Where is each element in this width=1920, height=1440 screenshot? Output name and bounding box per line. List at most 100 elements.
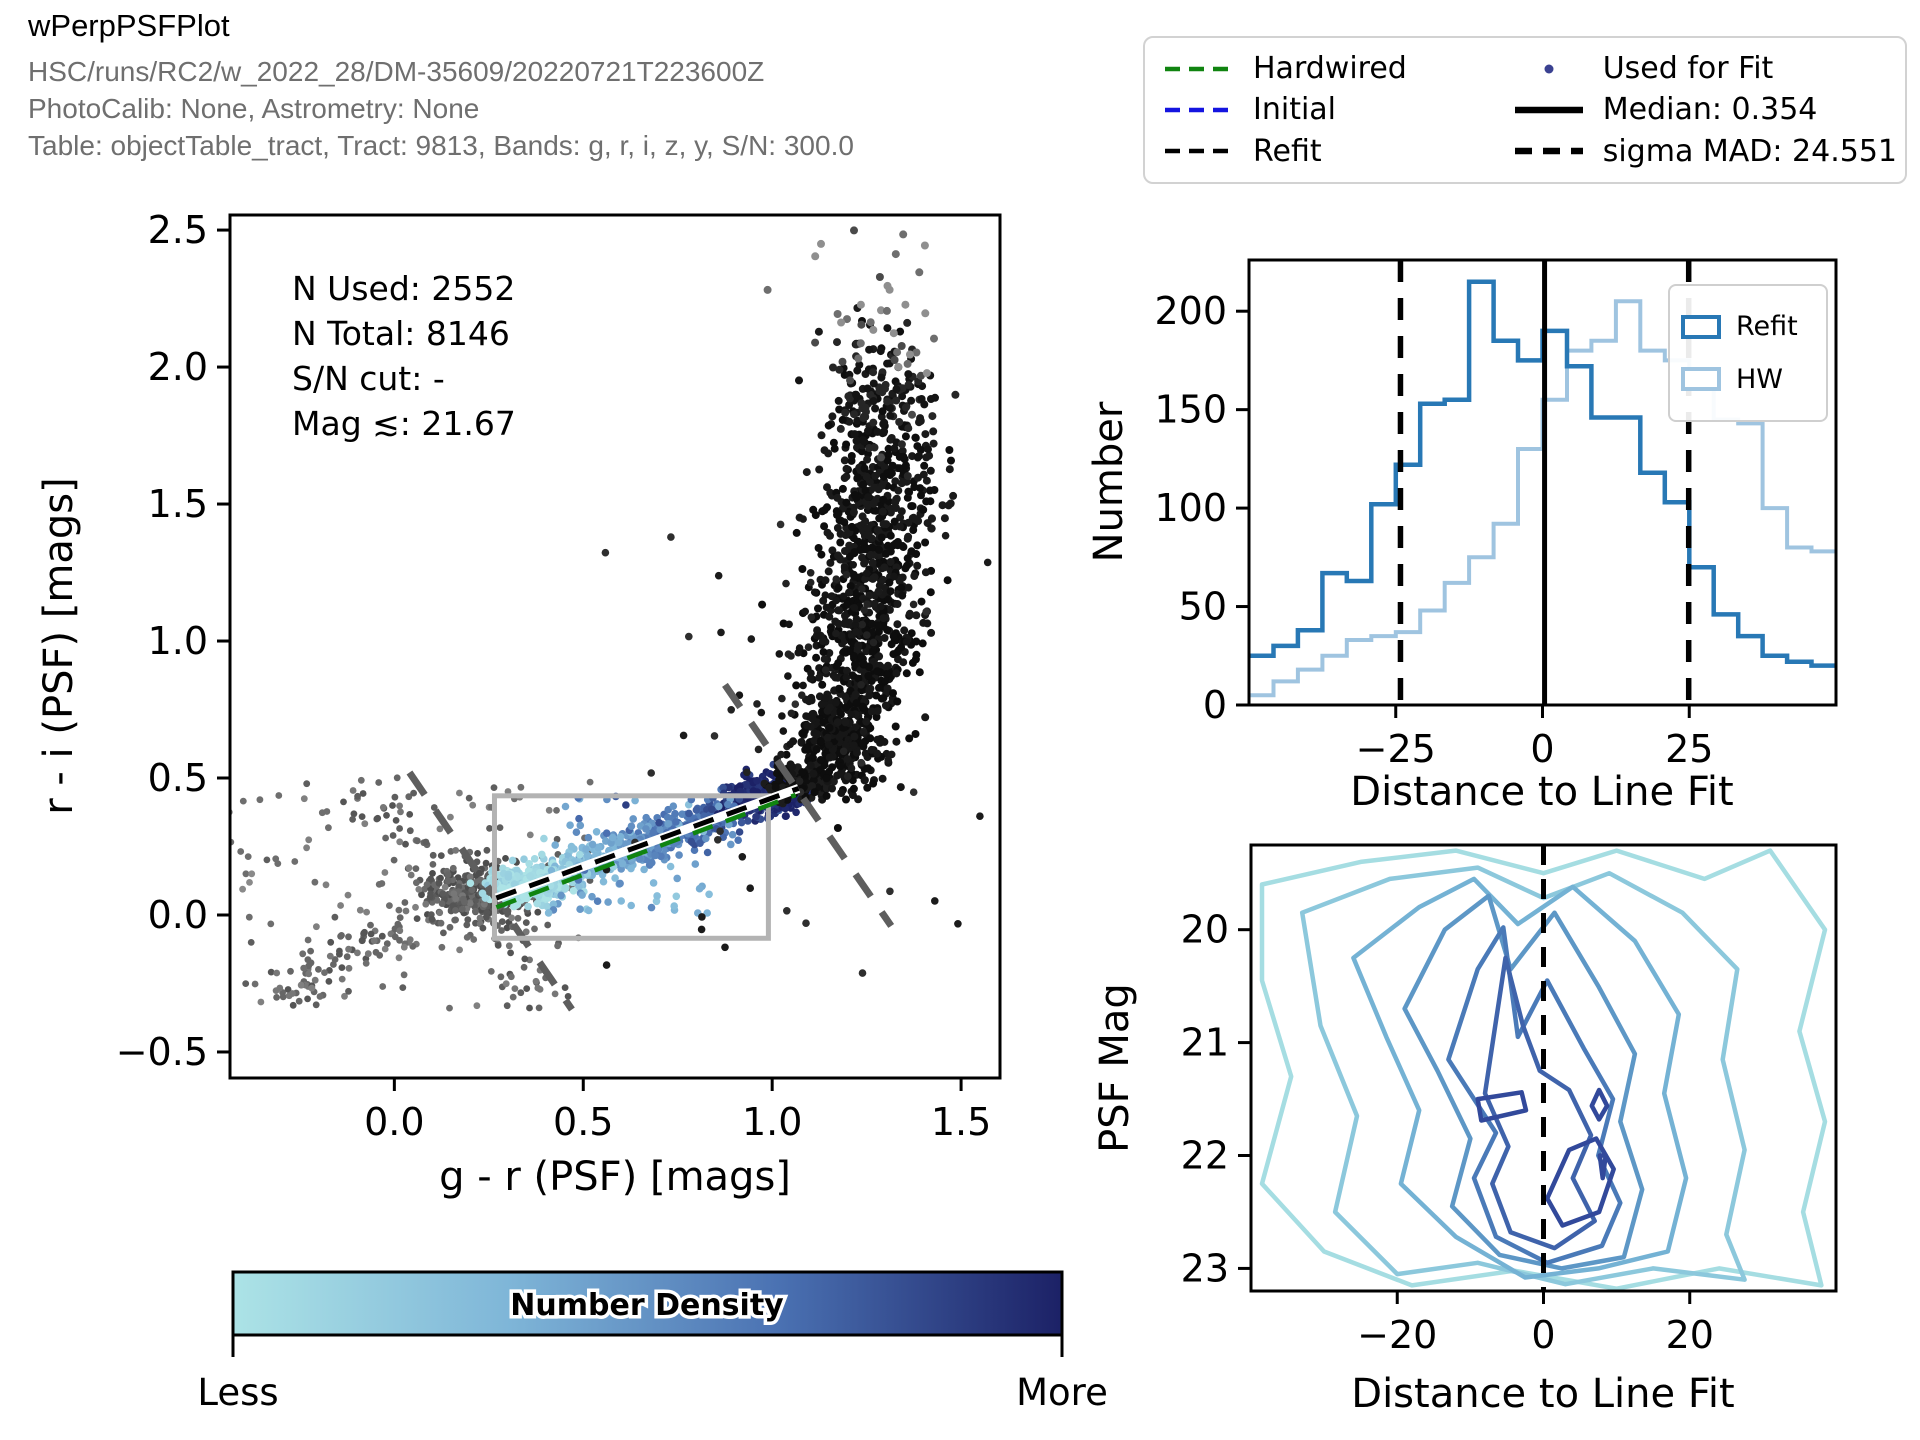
scatter-point bbox=[444, 877, 452, 885]
scatter-point bbox=[576, 821, 585, 830]
scatter-point bbox=[891, 498, 900, 507]
scatter-point bbox=[886, 558, 895, 566]
scatter-point bbox=[584, 906, 593, 915]
scatter-point bbox=[836, 762, 845, 771]
scatter-point bbox=[483, 846, 491, 854]
scatter-point bbox=[890, 356, 899, 364]
header-table-line: Table: objectTable_tract, Tract: 9813, B… bbox=[28, 130, 854, 161]
y-tick-label: 0.0 bbox=[148, 893, 208, 937]
scatter-point bbox=[860, 776, 869, 785]
scatter-point bbox=[911, 730, 920, 738]
scatter-point bbox=[802, 712, 810, 720]
scatter-point bbox=[897, 583, 906, 592]
scatter-point bbox=[510, 880, 519, 888]
scatter-point bbox=[622, 801, 630, 809]
scatter-point bbox=[702, 834, 710, 843]
legend-label: Refit bbox=[1253, 133, 1322, 169]
scatter-point bbox=[852, 436, 861, 445]
scatter-point bbox=[846, 376, 855, 385]
scatter-point bbox=[553, 807, 560, 814]
scatter-point bbox=[395, 906, 403, 914]
scatter-point bbox=[834, 551, 842, 560]
scatter-point bbox=[835, 405, 844, 414]
scatter-point bbox=[795, 376, 803, 385]
scatter-point bbox=[367, 930, 375, 938]
scatter-point bbox=[608, 833, 617, 842]
legend-sample-dashed-icon bbox=[1165, 149, 1233, 154]
scatter-point bbox=[833, 493, 842, 502]
scatter-point bbox=[850, 226, 858, 235]
scatter-point bbox=[903, 359, 912, 368]
scatter-point bbox=[724, 800, 732, 809]
scatter-point bbox=[886, 887, 894, 896]
refit-line bbox=[495, 786, 800, 901]
scatter-point bbox=[576, 905, 584, 913]
scatter-point bbox=[835, 365, 844, 374]
scatter-point bbox=[850, 430, 859, 439]
scatter-point bbox=[854, 795, 863, 804]
scatter-point bbox=[406, 811, 414, 818]
scatter-point bbox=[842, 498, 851, 507]
scatter-point bbox=[406, 827, 414, 835]
scatter-point bbox=[916, 446, 925, 454]
scatter-point bbox=[446, 923, 454, 931]
scatter-point bbox=[899, 230, 908, 239]
scatter-point bbox=[490, 784, 498, 791]
scatter-point bbox=[802, 468, 811, 477]
scatter-point bbox=[814, 632, 823, 640]
scatter-point bbox=[437, 852, 445, 859]
scatter-point bbox=[825, 612, 834, 621]
scatter-point bbox=[345, 945, 352, 953]
scatter-point bbox=[874, 559, 883, 568]
scatter-point bbox=[520, 963, 528, 971]
scatter-point bbox=[737, 818, 746, 827]
scatter-point bbox=[316, 993, 324, 1000]
scatter-point bbox=[856, 300, 865, 309]
scatter-point bbox=[776, 520, 785, 529]
scatter-point bbox=[551, 990, 559, 998]
contour-level-6 bbox=[1597, 1153, 1608, 1181]
scatter-point bbox=[743, 781, 751, 789]
scatter-point bbox=[875, 545, 883, 554]
scatter-point bbox=[843, 755, 852, 764]
stats-annotation: N Used: 2552 N Total: 8146 S/N cut: - Mag ≲… bbox=[292, 269, 516, 443]
scatter-point bbox=[863, 455, 872, 464]
scatter-point bbox=[531, 925, 538, 933]
scatter-point bbox=[868, 619, 876, 628]
scatter-point bbox=[894, 362, 903, 371]
y-tick-label: 21 bbox=[1181, 1021, 1229, 1065]
scatter-point bbox=[337, 902, 344, 909]
scatter-point bbox=[239, 885, 247, 893]
scatter-point bbox=[886, 411, 895, 420]
scatter-point bbox=[429, 861, 437, 868]
scatter-point bbox=[915, 452, 923, 461]
scatter-point bbox=[819, 718, 828, 727]
scatter-point bbox=[854, 674, 863, 683]
scatter-point bbox=[534, 984, 542, 992]
scatter-point bbox=[821, 576, 830, 585]
scatter-point bbox=[829, 438, 838, 447]
scatter-point bbox=[869, 779, 878, 788]
scatter-point bbox=[389, 832, 397, 839]
scatter-point bbox=[913, 541, 922, 550]
scatter-point bbox=[714, 836, 722, 844]
scatter-point bbox=[841, 703, 850, 712]
scatter-point bbox=[856, 339, 865, 348]
scatter-point bbox=[875, 683, 883, 692]
scatter-point bbox=[801, 607, 809, 616]
scatter-point bbox=[304, 936, 312, 944]
stat-line: N Total: 8146 bbox=[292, 314, 510, 353]
scatter-point bbox=[672, 892, 681, 901]
scatter-point bbox=[256, 796, 264, 804]
scatter-point bbox=[412, 903, 419, 911]
scatter-point bbox=[616, 832, 625, 841]
scatter-point bbox=[943, 576, 952, 585]
scatter-point bbox=[806, 569, 815, 577]
scatter-point bbox=[783, 907, 791, 915]
scatter-point bbox=[364, 950, 372, 958]
scatter-point bbox=[649, 879, 658, 887]
scatter-point bbox=[891, 250, 900, 259]
scatter-point bbox=[311, 878, 319, 886]
scatter-point bbox=[396, 825, 403, 832]
scatter-point bbox=[427, 875, 435, 883]
